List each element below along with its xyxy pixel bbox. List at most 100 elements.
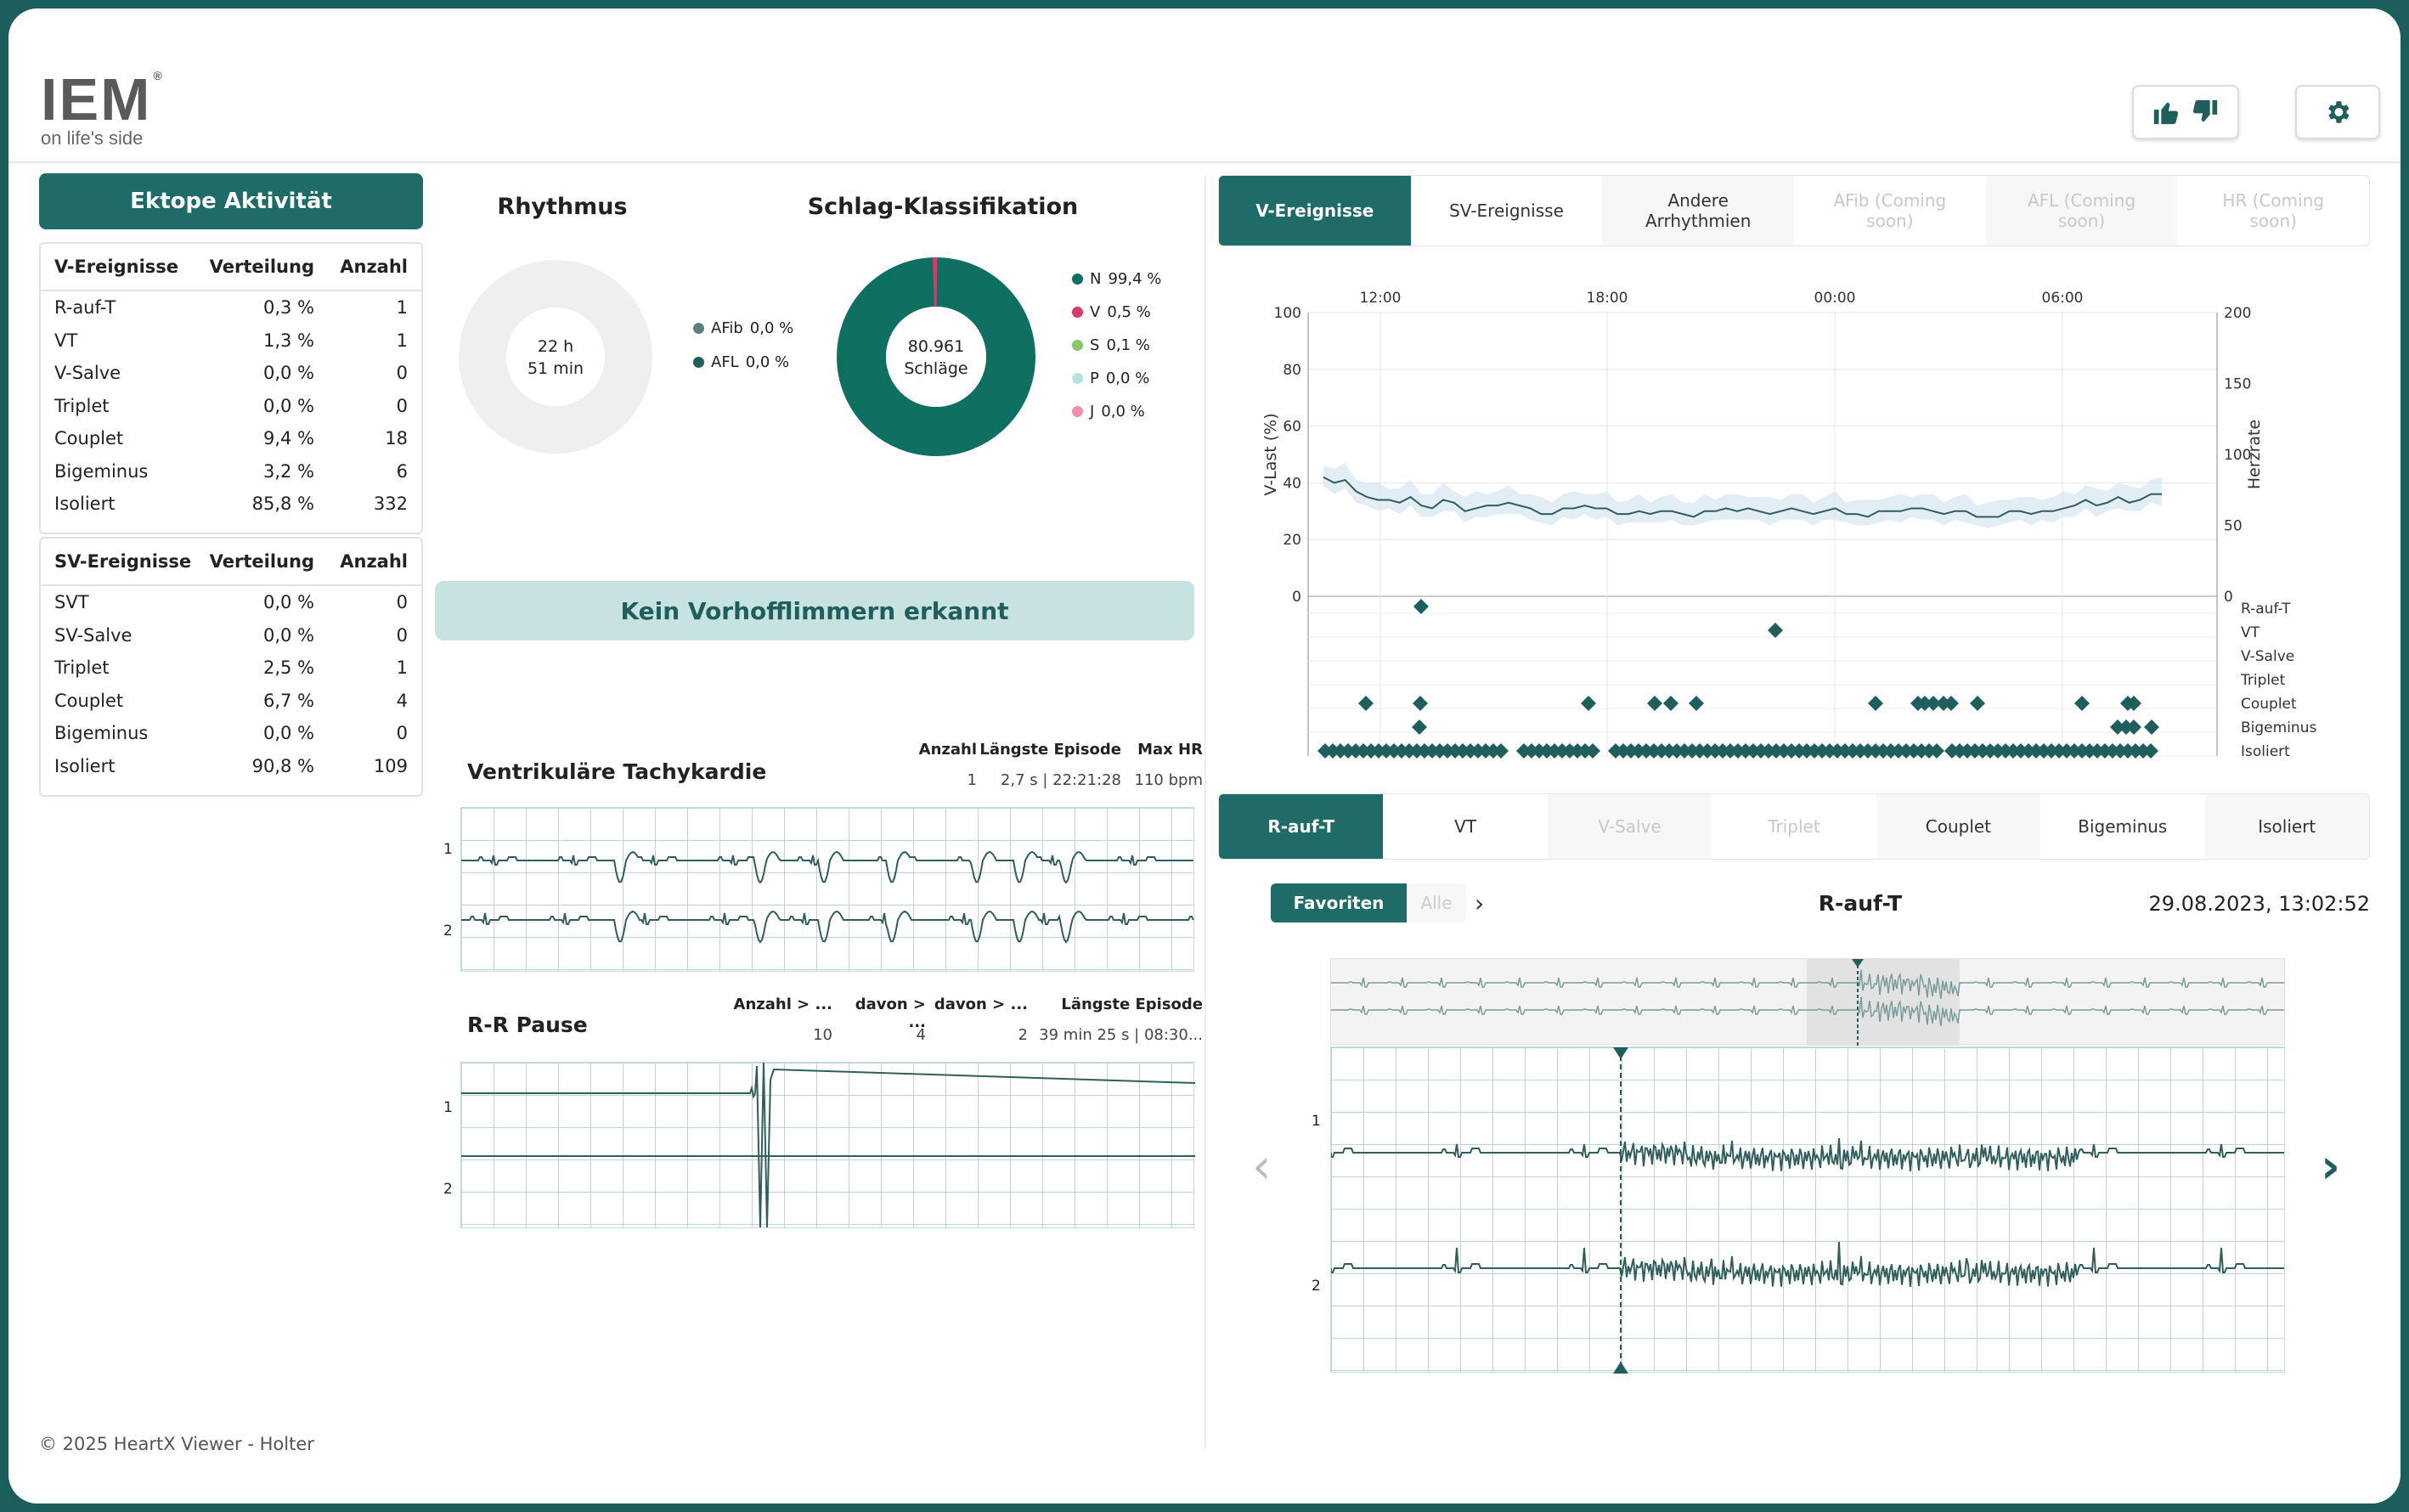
table-cell: Isoliert bbox=[54, 755, 116, 776]
tab-couplet[interactable]: Couplet bbox=[1876, 794, 2041, 859]
event-marker bbox=[2074, 696, 2090, 711]
table-row: V-Salve 0,0 % 0 bbox=[41, 357, 421, 390]
table-cell: 1,3 % bbox=[262, 330, 314, 351]
legend-item: J 0,0 % bbox=[1072, 403, 1145, 420]
table-cell: 0 bbox=[396, 395, 408, 416]
rhythm-center-hours: 22 h bbox=[538, 337, 573, 356]
favorites-toggle[interactable]: Favoriten bbox=[1271, 883, 1407, 922]
header-cell: SV-Ereignisse bbox=[54, 551, 192, 572]
table-row: Bigeminus 0,0 % 0 bbox=[41, 717, 421, 750]
all-toggle[interactable]: Alle bbox=[1407, 883, 1466, 922]
event-marker bbox=[1585, 743, 1600, 759]
rr-lead-1-trace bbox=[461, 1062, 1196, 1228]
thumbs-down-icon bbox=[2192, 99, 2218, 122]
viewer-title: R-auf-T bbox=[1818, 891, 1903, 916]
tab-v-salve[interactable]: V-Salve bbox=[1547, 794, 1712, 859]
event-marker bbox=[1412, 719, 1427, 735]
tab-isoliert[interactable]: Isoliert bbox=[2204, 794, 2369, 859]
tab-bigeminus[interactable]: Bigeminus bbox=[2040, 794, 2205, 859]
footer-copyright: © 2025 HeartX Viewer - Holter bbox=[39, 1434, 314, 1454]
event-tabs: V-Ereignisse SV-Ereignisse Andere Arrhythm… bbox=[1218, 175, 2370, 246]
vt-longest-header: Längste Episode bbox=[979, 741, 1121, 759]
previous-event-chevron-left-icon[interactable]: ‹ bbox=[1252, 1139, 1272, 1194]
x-tick: 00:00 bbox=[1814, 290, 1856, 307]
table-cell: Triplet bbox=[54, 395, 110, 416]
iem-logo: IEM ® bbox=[41, 66, 164, 133]
legend-label: P bbox=[1090, 370, 1099, 387]
table-cell: 9,4 % bbox=[262, 428, 314, 449]
legend-label: AFL bbox=[711, 353, 739, 371]
rr-ecg-strip[interactable] bbox=[460, 1062, 1196, 1228]
tab-triplet[interactable]: Triplet bbox=[1712, 794, 1876, 859]
trend-chart[interactable]: 100 80 60 40 20 0 200 150 100 50 0 12:00 18:00 00:00 0… bbox=[1223, 263, 2370, 773]
rhythm-title: Rhythmus bbox=[497, 194, 628, 220]
y-right-tick: 150 bbox=[2224, 376, 2251, 393]
event-marker bbox=[2126, 696, 2141, 711]
legend-swatch bbox=[1072, 307, 1083, 318]
legend-value: 99,4 % bbox=[1108, 270, 1162, 288]
legend-swatch bbox=[1072, 340, 1083, 351]
column-divider bbox=[1204, 175, 1206, 1449]
tab-afl-coming-soon[interactable]: AFL (Coming soon) bbox=[1985, 176, 2178, 245]
vt-title: Ventrikuläre Tachykardie bbox=[467, 759, 767, 784]
legend-value: 0,1 % bbox=[1106, 336, 1150, 354]
overview-strip[interactable] bbox=[1330, 958, 2285, 1046]
event-marker bbox=[1944, 696, 1959, 711]
tab-andere-arrhythmien[interactable]: Andere Arrhythmien bbox=[1602, 176, 1795, 245]
legend-value: 0,5 % bbox=[1107, 303, 1151, 321]
tab-hr-coming-soon[interactable]: HR (Coming soon) bbox=[2177, 176, 2369, 245]
event-marker bbox=[1413, 696, 1428, 711]
table-cell: Triplet bbox=[54, 657, 110, 679]
table-cell: 1 bbox=[396, 657, 408, 679]
tab-r-auf-t[interactable]: R-auf-T bbox=[1219, 794, 1384, 859]
event-marker bbox=[1868, 696, 1883, 711]
legend-item: AFL 0,0 % bbox=[693, 353, 789, 371]
tab-sv-ereignisse[interactable]: SV-Ereignisse bbox=[1410, 176, 1603, 245]
settings-button[interactable] bbox=[2295, 85, 2380, 139]
table-cell: Bigeminus bbox=[54, 723, 149, 744]
tab-vt[interactable]: VT bbox=[1383, 794, 1548, 859]
event-marker bbox=[2143, 743, 2158, 759]
viewer-timestamp: 29.08.2023, 13:02:52 bbox=[2148, 892, 2370, 916]
detail-ecg-strip[interactable] bbox=[1330, 1047, 2285, 1374]
event-marker bbox=[1647, 696, 1662, 711]
next-event-chevron-right-icon[interactable]: › bbox=[2321, 1139, 2341, 1194]
thumbs-up-icon bbox=[2153, 102, 2179, 125]
event-type-tabs: R-auf-T VT V-Salve Triplet Couplet Bigeminus I… bbox=[1218, 793, 2370, 860]
vt-ecg-strip[interactable] bbox=[460, 807, 1194, 972]
v-events-table: V-Ereignisse Verteilung Anzahl R-auf-T 0,… bbox=[39, 242, 423, 534]
y-right-tick: 0 bbox=[2224, 589, 2233, 606]
afib-status-banner: Kein Vorhofflimmern erkannt bbox=[435, 581, 1194, 640]
feedback-button[interactable] bbox=[2132, 85, 2239, 139]
table-cell: 6 bbox=[396, 460, 408, 482]
table-cell: 0 bbox=[396, 723, 408, 744]
y-left-tick: 80 bbox=[1283, 362, 1301, 379]
table-cell: V-Salve bbox=[54, 363, 121, 384]
table-cell: 0,0 % bbox=[262, 624, 314, 646]
chevron-right-icon[interactable]: › bbox=[1475, 889, 1485, 917]
rr-ecg-trace bbox=[461, 1062, 1196, 1228]
viewer-lead-1-label: 1 bbox=[1312, 1113, 1321, 1130]
tab-afib-coming-soon[interactable]: AFib (Coming soon) bbox=[1794, 176, 1986, 245]
event-marker bbox=[1689, 696, 1704, 711]
legend-swatch bbox=[1072, 274, 1083, 285]
legend-label: S bbox=[1090, 336, 1100, 354]
vt-count-value: 1 bbox=[967, 771, 977, 789]
tab-v-ereignisse[interactable]: V-Ereignisse bbox=[1219, 176, 1411, 245]
table-row: Couplet 9,4 % 18 bbox=[41, 422, 421, 455]
y-left-label: V-Last (%) bbox=[1261, 413, 1280, 495]
table-cell: Couplet bbox=[54, 690, 124, 711]
legend-item: N 99,4 % bbox=[1072, 270, 1161, 288]
event-marker bbox=[1917, 696, 1932, 711]
table-cell: Isoliert bbox=[54, 494, 116, 515]
v-load-line bbox=[1323, 476, 2162, 518]
table-cell: 0,0 % bbox=[262, 592, 314, 613]
legend-value: 0,0 % bbox=[749, 319, 794, 337]
table-row: Triplet 0,0 % 0 bbox=[41, 390, 421, 423]
rr-over1-value: 4 bbox=[916, 1026, 926, 1044]
event-row-label: Isoliert bbox=[2241, 743, 2290, 760]
event-marker bbox=[1413, 599, 1429, 614]
table-cell: 6,7 % bbox=[262, 690, 314, 711]
table-cell: 0,0 % bbox=[262, 363, 314, 384]
legend-swatch bbox=[693, 357, 704, 368]
